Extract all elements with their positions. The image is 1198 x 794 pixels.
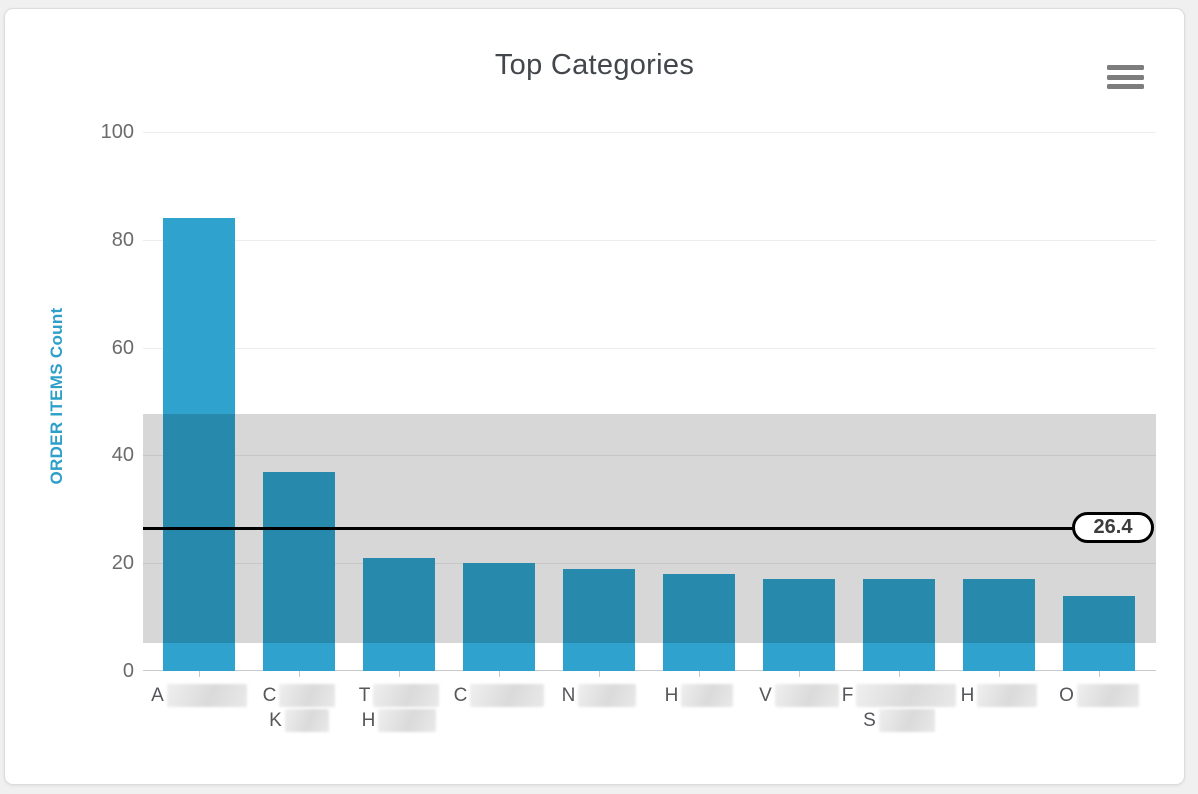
redaction-mask [681,684,734,707]
average-value-label: 26.4 [1072,511,1154,543]
redaction-mask [373,684,440,707]
x-axis-label-7: V [729,683,869,708]
average-line [143,527,1080,531]
gridline-y-40 [143,455,1156,457]
redaction-mask [977,684,1038,707]
y-tick-label-60: 60 [111,336,134,359]
x-tick-9 [998,671,1000,677]
x-tick-6 [698,671,700,677]
bar-category-5[interactable] [563,568,635,671]
x-axis-label-10: O [1029,683,1169,708]
x-tick-7 [798,671,800,677]
x-label-visible-text: V [759,684,772,706]
bar-category-8[interactable] [863,579,935,671]
bar-category-7[interactable] [763,579,835,671]
redaction-mask [856,684,957,707]
x-tick-5 [598,671,600,677]
x-label-visible-text: C [453,684,468,706]
gridline-y-20 [143,563,1156,565]
redaction-mask [774,684,839,707]
chart-title: Top Categories [494,49,695,81]
x-label-visible-text: F [841,684,854,706]
x-label-visible-text: C [262,684,277,706]
x-tick-4 [498,671,500,677]
bar-category-3[interactable] [363,557,435,671]
x-tick-2 [298,671,300,677]
redaction-mask [470,684,545,707]
bar-category-10[interactable] [1063,595,1135,671]
gridline-y-80 [143,239,1156,241]
redaction-mask [878,709,935,732]
redaction-mask [1076,684,1139,707]
x-tick-10 [1098,671,1100,677]
plot-area: 26.4 [143,132,1156,677]
x-tick-3 [398,671,400,677]
x-axis-label-9: H [929,683,1069,708]
x-axis-label-4: C [429,683,569,708]
chart-card: Top Categories ORDER ITEMS Count 26.4 0 2… [4,8,1185,785]
x-label-visible-text: K [269,709,282,731]
hamburger-icon [1100,65,1150,90]
average-value-text: 26.4 [1093,515,1133,538]
x-label-visible-text: H [960,684,975,706]
chart-menu-button[interactable] [1100,57,1150,93]
x-axis-label-6: H [629,683,769,708]
x-tick-8 [898,671,900,677]
x-axis-label-1: A [129,683,269,708]
bar-category-6[interactable] [663,573,735,671]
y-tick-label-20: 20 [111,552,134,575]
gridline-y-100 [143,132,1156,133]
bar-category-1[interactable] [163,218,235,671]
y-axis-title: ORDER ITEMS Count [47,307,66,485]
redaction-mask [284,709,329,732]
redaction-mask [378,709,437,732]
x-axis-label-5: N [529,683,669,708]
x-axis-line [143,670,1156,671]
bar-category-9[interactable] [963,579,1035,671]
x-label-visible-text: H [361,709,376,731]
x-label-visible-text: A [151,684,164,706]
x-label-visible-text: S [863,709,876,731]
redaction-mask [166,684,247,707]
y-tick-label-100: 100 [100,121,134,143]
x-label-visible-text: H [664,684,679,706]
x-tick-1 [198,671,200,677]
bar-category-2[interactable] [263,471,335,671]
redaction-mask [578,684,637,707]
y-tick-label-0: 0 [122,660,134,682]
y-tick-label-80: 80 [111,228,134,251]
x-label-visible-text: O [1059,684,1074,706]
redaction-mask [279,684,336,707]
x-label-visible-text: T [358,684,371,706]
y-tick-label-40: 40 [111,444,134,467]
bar-category-4[interactable] [463,563,535,671]
x-label-visible-text: N [561,684,576,706]
gridline-y-60 [143,347,1156,349]
